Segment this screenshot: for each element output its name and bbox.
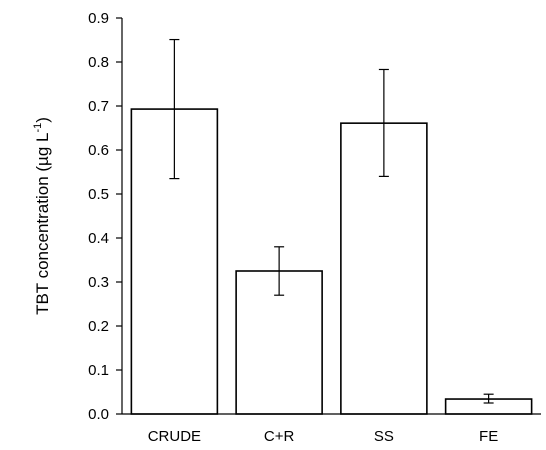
x-category-label: SS	[374, 428, 394, 445]
y-tick-label: 0.9	[88, 10, 109, 27]
y-axis-title-superscript: -1	[32, 123, 44, 133]
y-tick-label: 0.3	[88, 274, 109, 291]
y-tick-label: 0.2	[88, 318, 109, 335]
y-tick-label: 0.7	[88, 98, 109, 115]
y-tick-label: 0.5	[88, 186, 109, 203]
y-axis-ticks: 0.0 0.1 0.2 0.3 0.4 0.5 0.6 0.7 0.8 0.9	[88, 10, 122, 423]
y-tick-label: 0.4	[88, 230, 109, 247]
y-tick-label: 0.8	[88, 54, 109, 71]
x-axis-labels: CRUDE C+R SS FE	[148, 428, 499, 445]
x-category-label: C+R	[264, 428, 295, 445]
y-axis-title-main: TBT concentration (µg L	[33, 133, 52, 315]
error-bars	[169, 38, 494, 404]
x-category-label: FE	[479, 428, 498, 445]
y-tick-label: 0.6	[88, 142, 109, 159]
y-axis-title-suffix: )	[33, 117, 52, 123]
y-axis-title: TBT concentration (µg L-1)	[32, 117, 52, 315]
bars	[130, 108, 533, 415]
y-tick-label: 0.0	[88, 406, 109, 423]
x-category-label: CRUDE	[148, 428, 201, 445]
y-tick-label: 0.1	[88, 362, 109, 379]
